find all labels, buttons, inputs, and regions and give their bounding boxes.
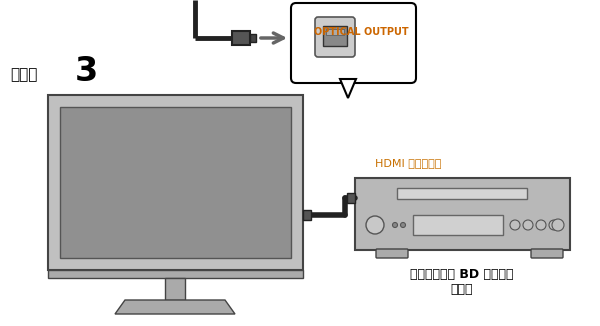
Bar [323,26,347,46]
Text: 播放装置（如 BD 播放机）: 播放装置（如 BD 播放机） [410,268,514,281]
Text: 电视机: 电视机 [10,67,37,82]
Bar [232,31,250,45]
Text: 机顶盒: 机顶盒 [451,283,473,296]
Bar [48,95,303,270]
Text: HDMI 缆线（等）: HDMI 缆线（等） [375,158,442,168]
Circle shape [366,216,384,234]
Polygon shape [115,300,235,314]
Circle shape [552,219,564,231]
Text: OPTICAL OUTPUT: OPTICAL OUTPUT [314,27,409,37]
Bar [250,34,256,42]
Bar [60,107,291,258]
Circle shape [523,220,533,230]
Bar [413,215,503,235]
Bar [397,188,527,199]
Circle shape [536,220,546,230]
FancyBboxPatch shape [376,249,408,258]
Text: 3: 3 [75,55,98,88]
FancyBboxPatch shape [315,17,355,57]
Polygon shape [340,79,356,98]
Circle shape [549,220,559,230]
Circle shape [510,220,520,230]
Bar [48,270,303,278]
Circle shape [401,223,406,228]
Bar [347,193,355,203]
Bar [165,278,185,300]
Bar [303,210,311,220]
Circle shape [392,223,398,228]
Bar [326,29,344,35]
FancyBboxPatch shape [291,3,416,83]
Bar [355,178,570,250]
FancyBboxPatch shape [531,249,563,258]
